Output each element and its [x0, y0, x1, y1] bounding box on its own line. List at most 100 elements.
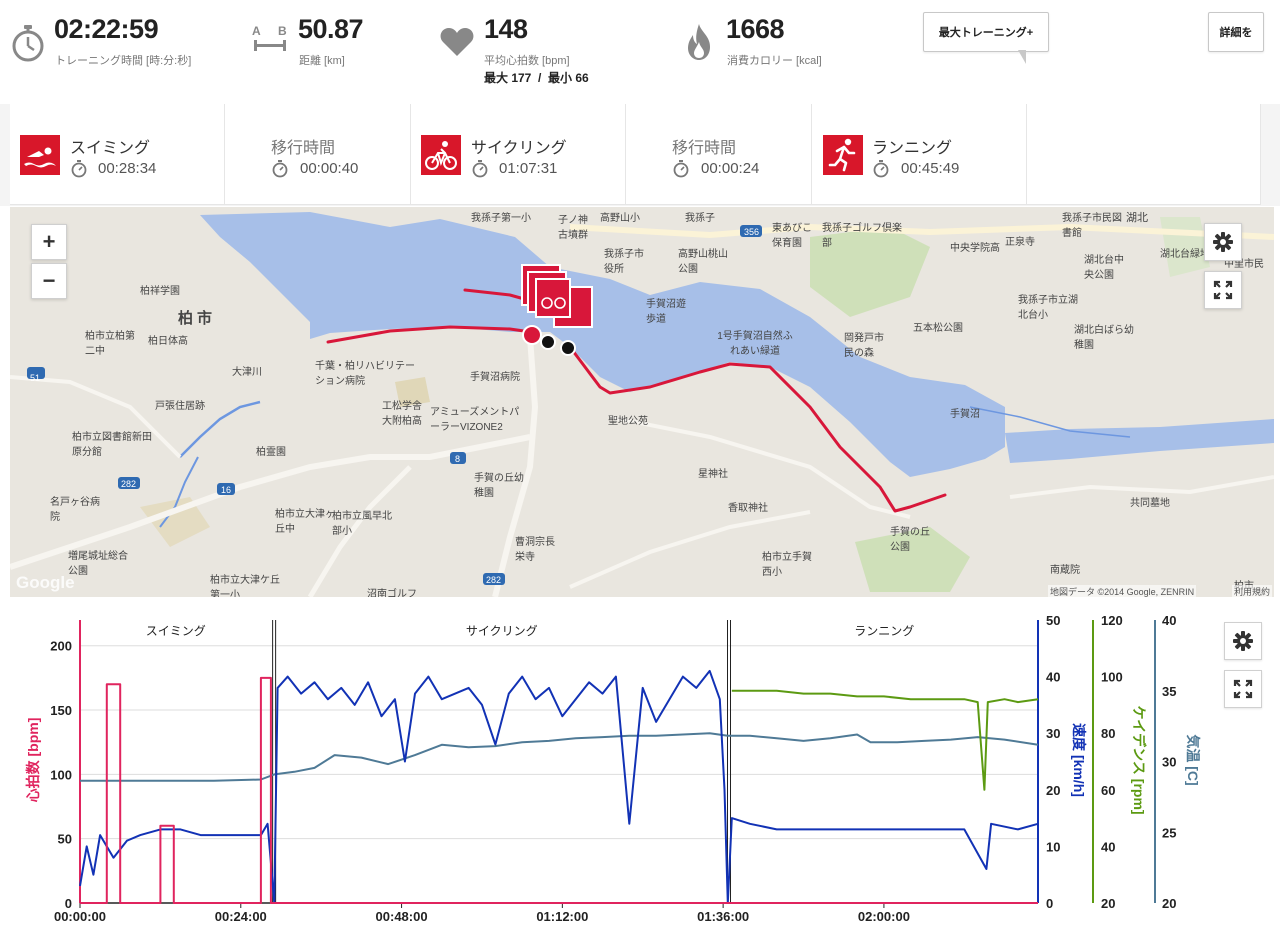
- right-axis-tick: 0: [1046, 896, 1053, 911]
- details-button[interactable]: 詳細を: [1208, 12, 1264, 52]
- max-training-button[interactable]: 最大トレーニング+: [923, 12, 1049, 52]
- segment-time: 00:28:34: [98, 160, 157, 177]
- map-label: 我孫子ゴルフ倶楽部: [822, 223, 902, 249]
- segment-name: 移行時間: [672, 140, 737, 157]
- gear-icon: [1233, 631, 1253, 651]
- map-label: 我孫子市立湖北台小: [1018, 295, 1078, 321]
- segment-name: 移行時間: [271, 140, 336, 157]
- chart-settings-button[interactable]: [1224, 622, 1262, 660]
- map-label: 柏市立大津ケ丘第一小: [210, 575, 280, 597]
- heart-icon: [440, 28, 474, 56]
- bike-icon: [421, 135, 461, 175]
- zoom-in-button[interactable]: +: [31, 224, 67, 260]
- training-chart-panel: 200 150 100 50 0 スイミング サイクリング ランニング 00:00:00 00:2…: [0, 600, 1280, 933]
- map-label: 手賀の丘幼稚園: [474, 473, 524, 499]
- map-label: 高野山桃山公園: [678, 249, 728, 275]
- duration-value: 02:22:59: [54, 14, 159, 44]
- stopwatch-icon: [873, 160, 889, 178]
- cadence-axis-title: ケイデンス [rpm]: [1131, 705, 1147, 814]
- map-terms-link[interactable]: 利用規約: [1232, 585, 1273, 597]
- right-axis-tick: 25: [1162, 825, 1176, 840]
- right-axis-tick: 40: [1046, 670, 1060, 685]
- heart-rate-value: 148: [484, 14, 528, 44]
- map-label: 中里市民: [1224, 259, 1264, 270]
- segment-transition-2[interactable]: 移行時間 00:00:24: [626, 104, 812, 205]
- map-label: 中央学院高: [950, 243, 1000, 254]
- x-axis-tick: 00:00:00: [54, 909, 106, 924]
- map-label: 岡発戸市民の森: [844, 333, 884, 359]
- heart-rate-minmax: 最大 177 / 最小 66: [484, 71, 589, 85]
- speed-series: [79, 669, 1039, 904]
- right-axis-tick: 20: [1101, 896, 1115, 911]
- segment-time: 00:45:49: [901, 160, 960, 177]
- map-label: 手賀沼病院: [470, 372, 520, 383]
- segment-bike[interactable]: サイクリング 01:07:31: [411, 104, 626, 205]
- max-training-pointer: [1018, 50, 1026, 64]
- map-label: 戸張住居跡: [155, 401, 205, 412]
- cadence-series: [731, 689, 1039, 791]
- map-settings-button[interactable]: [1204, 223, 1242, 261]
- road-282-label: 282: [486, 575, 502, 585]
- segment-name: スイミング: [70, 140, 151, 157]
- map-label: 我孫子市民図書館: [1062, 213, 1122, 239]
- map-label: 名戸ヶ谷病院: [50, 497, 100, 523]
- summary-panel: 02:22:59 トレーニング時間 [時:分:秒] A B 50.87 距離 […: [0, 0, 1280, 105]
- gear-icon: [1213, 232, 1233, 252]
- stopwatch-icon: [472, 160, 488, 178]
- x-axis-tick: 00:24:00: [215, 909, 267, 924]
- temperature-series: [80, 732, 1039, 782]
- map-label: 柏市立手賀西小: [762, 552, 812, 578]
- left-axis-tick: 0: [65, 896, 72, 911]
- segment-time: 01:07:31: [499, 160, 558, 177]
- left-axis-tick: 200: [50, 639, 72, 654]
- road-51-label: 51: [30, 373, 41, 383]
- section-label: ランニング: [854, 624, 914, 638]
- left-axis-tick: 150: [50, 703, 72, 718]
- map-label: 柏市立図書館新田原分館: [72, 432, 152, 458]
- left-axis-title: 心拍数 [bpm]: [25, 718, 41, 803]
- map-label: 湖北台緑地: [1160, 249, 1210, 260]
- route-map[interactable]: 51 16 282 8 282 356 柏市 柏祥学園 柏市立柏第二中 柏日体高…: [10, 207, 1274, 597]
- heart-rate-series: [80, 676, 1038, 904]
- swim-icon: [20, 135, 60, 175]
- segment-bar: スイミング 00:28:34 移行時間 00:00:40 サイクリング 01:0…: [0, 104, 1280, 206]
- segment-run[interactable]: ランニング 00:45:49: [812, 104, 1027, 205]
- road-16-label: 16: [221, 485, 232, 495]
- segment-time: 00:00:24: [701, 160, 760, 177]
- map-label: 沼南ゴルフ: [367, 589, 417, 597]
- right-axis-tick: 40: [1162, 613, 1176, 628]
- x-axis-tick: 02:00:00: [858, 909, 910, 924]
- right-axis-tick: 80: [1101, 726, 1115, 741]
- map-label: 柏日体高: [148, 336, 188, 347]
- road-8-label: 8: [455, 454, 461, 464]
- stopwatch-icon: [12, 25, 44, 62]
- left-axis-tick: 50: [58, 832, 72, 847]
- map-canvas: [10, 212, 1274, 597]
- map-label: 香取神社: [728, 503, 768, 514]
- map-label: 湖北台中央公園: [1084, 255, 1124, 281]
- map-fullscreen-button[interactable]: [1204, 271, 1242, 309]
- speed-axis-title: 速度 [km/h]: [1071, 723, 1087, 797]
- right-axis-tick: 10: [1046, 839, 1060, 854]
- map-label: 高野山小: [600, 213, 640, 224]
- distance-label: 距離 [km]: [299, 55, 345, 67]
- map-label: 南蔵院: [1050, 565, 1080, 576]
- map-label: 曹洞宗長栄寺: [515, 537, 555, 563]
- road-356-label: 356: [744, 227, 760, 237]
- map-label: 柏市立大津ヶ丘中: [275, 509, 335, 535]
- map-label: 工松学舎大附柏高: [382, 401, 422, 427]
- segment-swim[interactable]: スイミング 00:28:34: [10, 104, 225, 205]
- plot-area: [80, 620, 1038, 903]
- map-label: 湖北白ばら幼稚園: [1074, 325, 1134, 351]
- map-label: 大津川: [232, 367, 262, 378]
- map-label: 星神社: [698, 469, 728, 480]
- map-label: アミューズメントパーラーVIZONE2: [430, 407, 520, 433]
- chart-fullscreen-button[interactable]: [1224, 670, 1262, 708]
- map-attribution: 地図データ ©2014 Google, ZENRIN: [1048, 585, 1197, 597]
- zoom-out-button[interactable]: −: [31, 263, 67, 299]
- flame-icon: [688, 24, 710, 60]
- segment-transition-1[interactable]: 移行時間 00:00:40: [225, 104, 411, 205]
- segment-name: ランニング: [872, 140, 953, 157]
- run-icon: [823, 135, 863, 175]
